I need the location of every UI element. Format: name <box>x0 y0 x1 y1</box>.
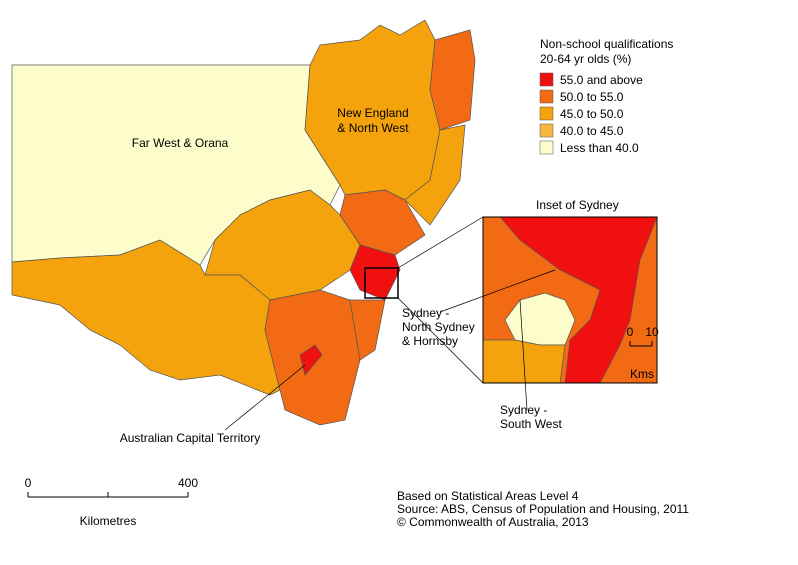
scale-label: 0 <box>627 325 634 339</box>
inset <box>439 216 658 411</box>
inset-frame <box>482 216 658 384</box>
region-label: North Sydney <box>402 320 475 334</box>
scale-label: 400 <box>178 476 198 490</box>
region-label: New England <box>337 106 408 120</box>
source-note: Source: ABS, Census of Population and Ho… <box>397 502 689 516</box>
legend-label: Less than 40.0 <box>560 141 639 155</box>
leader <box>439 269 556 313</box>
region-label: & North West <box>337 121 409 135</box>
region <box>429 29 476 131</box>
legend-label: 40.0 to 45.0 <box>560 124 624 138</box>
leader <box>397 297 484 384</box>
nsw-map <box>11 19 484 431</box>
legend-swatch <box>539 106 554 121</box>
legend-swatch <box>539 72 554 87</box>
legend-label: 45.0 to 50.0 <box>560 107 624 121</box>
legend-swatch <box>539 123 554 138</box>
leader <box>224 364 306 431</box>
region-label: Australian Capital Territory <box>120 431 261 445</box>
leader <box>397 216 484 269</box>
legend-title: Non-school qualifications <box>540 37 673 51</box>
region-label: Sydney - <box>402 306 449 320</box>
legend-swatch <box>539 89 554 104</box>
scale-label: 0 <box>25 476 32 490</box>
source-note: Based on Statistical Areas Level 4 <box>397 489 579 503</box>
region-label: & Hornsby <box>402 334 458 348</box>
legend-label: 50.0 to 55.0 <box>560 90 624 104</box>
region <box>349 299 386 361</box>
inset-marker <box>364 267 399 299</box>
legend-title: 20-64 yr olds (%) <box>540 52 631 66</box>
leader <box>519 299 528 411</box>
region-label: Sydney - <box>500 403 547 417</box>
inset-title: Inset of Sydney <box>536 198 619 212</box>
scale-unit: Kilometres <box>80 514 137 528</box>
region-label: South West <box>500 417 562 431</box>
legend-label: 55.0 and above <box>560 73 643 87</box>
region-label: Far West & Orana <box>132 136 229 150</box>
source-note: © Commonwealth of Australia, 2013 <box>397 515 589 529</box>
region <box>404 124 466 226</box>
region <box>299 344 323 376</box>
scale-unit: Kms <box>630 367 654 381</box>
legend-swatch <box>539 140 554 155</box>
scale-label: 10 <box>645 325 659 339</box>
